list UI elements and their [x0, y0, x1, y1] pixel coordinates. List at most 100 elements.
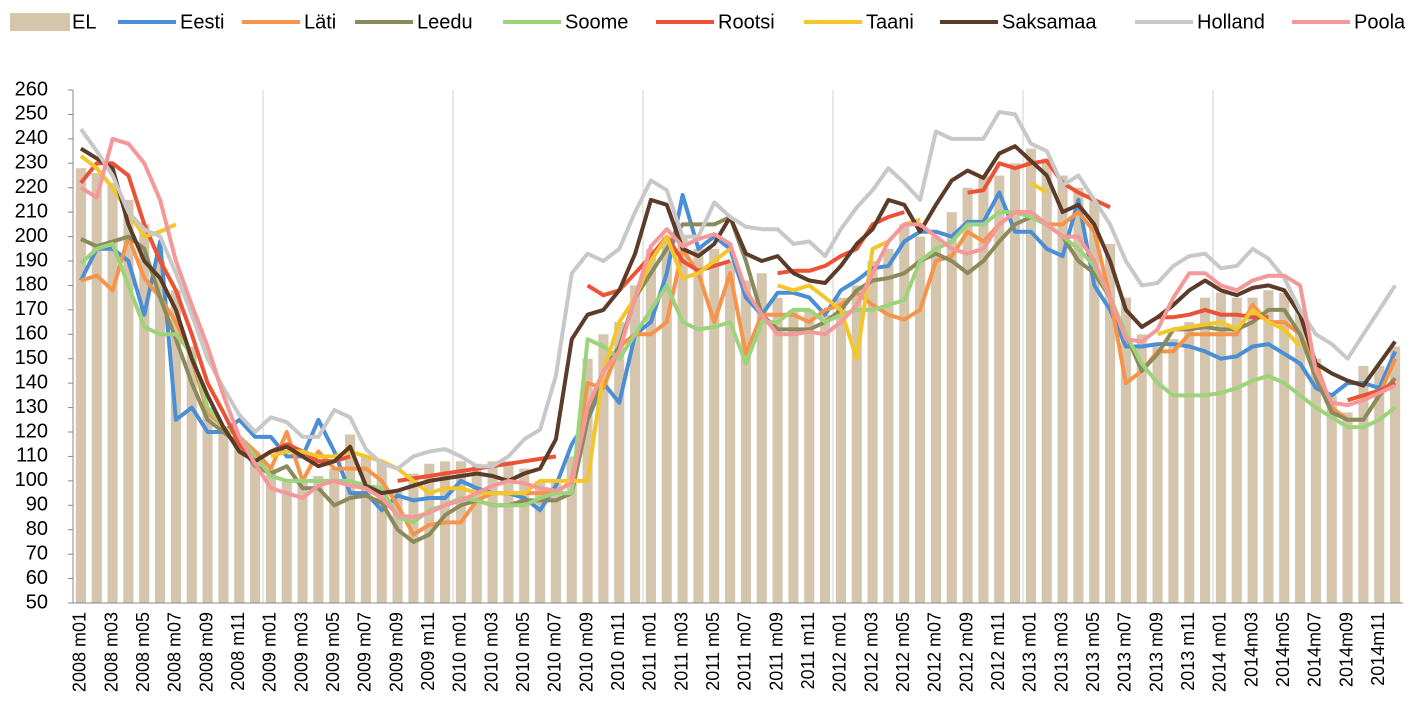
bar — [218, 432, 229, 603]
bar — [614, 322, 625, 603]
legend-item: EL — [10, 11, 96, 33]
bar — [756, 273, 767, 603]
x-tick-label: 2008 m05 — [133, 612, 153, 692]
x-tick-label: 2009 m05 — [323, 612, 343, 692]
bar — [598, 334, 609, 603]
y-tick-label: 260 — [15, 78, 48, 100]
legend-item: Holland — [1135, 11, 1265, 33]
x-tick-label: 2011 m03 — [671, 612, 691, 691]
x-tick-label: 2012 m07 — [925, 612, 945, 692]
y-tick-label: 180 — [15, 274, 48, 296]
x-tick-label: 2011 m01 — [640, 612, 660, 691]
bar — [202, 407, 213, 603]
bar — [455, 461, 466, 603]
x-tick-label: 2014m11 — [1368, 612, 1388, 686]
x-tick-label: 2008 m07 — [165, 612, 185, 692]
bar — [329, 468, 340, 603]
x-tick-label: 2008 m03 — [101, 612, 121, 692]
bar — [297, 480, 308, 603]
bar — [1136, 334, 1147, 603]
bar — [1358, 366, 1369, 603]
bar — [1184, 322, 1195, 603]
bar — [408, 473, 419, 603]
y-tick-label: 80 — [26, 518, 48, 540]
y-tick-label: 130 — [15, 396, 48, 418]
legend-label: EL — [72, 11, 96, 33]
bar — [155, 261, 166, 603]
legend-label: Eesti — [180, 11, 224, 33]
x-tick-label: 2014m03 — [1241, 612, 1261, 687]
line-series — [79, 110, 1397, 471]
bar — [170, 290, 181, 603]
bar — [804, 309, 815, 603]
y-tick-label: 160 — [15, 323, 48, 345]
bar — [1390, 346, 1401, 603]
x-tick-label: 2009 m11 — [418, 612, 438, 691]
bar — [360, 456, 371, 603]
legend-item: Soome — [503, 11, 628, 33]
x-tick-label: 2013 m11 — [1178, 612, 1198, 691]
y-tick-label: 190 — [15, 249, 48, 271]
x-tick-label: 2012 m09 — [956, 612, 976, 692]
bar — [930, 236, 941, 604]
bar — [1057, 175, 1068, 603]
x-tick-label: 2013 m05 — [1083, 612, 1103, 692]
legend-swatch — [10, 13, 70, 31]
bar — [313, 475, 324, 603]
bar — [281, 480, 292, 603]
legend-item: Leedu — [355, 11, 473, 33]
bar — [835, 297, 846, 603]
bar — [1231, 297, 1242, 603]
bar — [265, 468, 276, 603]
y-tick-label: 50 — [26, 591, 48, 613]
bar — [392, 490, 403, 603]
bar — [91, 173, 102, 604]
x-tick-label: 2011 m07 — [735, 612, 755, 691]
y-tick-label: 240 — [15, 127, 48, 149]
bar — [978, 175, 989, 603]
x-tick-label: 2010 m11 — [608, 612, 628, 691]
bar — [1342, 412, 1353, 603]
bar — [550, 480, 561, 603]
x-tick-label: 2011 m11 — [798, 612, 818, 689]
legend-item: Saksamaa — [940, 11, 1097, 33]
bar — [1310, 358, 1321, 603]
bar — [1168, 339, 1179, 603]
x-tick-label: 2012 m01 — [830, 612, 850, 692]
legend-item: Läti — [242, 11, 336, 33]
y-tick-label: 60 — [26, 567, 48, 589]
x-tick-label: 2013 m07 — [1115, 612, 1135, 692]
x-tick-label: 2010 m07 — [545, 612, 565, 692]
bar — [1089, 199, 1100, 603]
bar — [883, 248, 894, 604]
bar — [645, 248, 656, 604]
legend-label: Saksamaa — [1002, 11, 1097, 33]
y-tick-label: 110 — [16, 445, 48, 467]
bar — [740, 280, 751, 603]
bar — [788, 309, 799, 603]
bar — [487, 461, 498, 603]
legend-label: Soome — [565, 11, 628, 33]
x-tick-label: 2009 m09 — [386, 612, 406, 692]
bar — [345, 434, 356, 603]
x-tick-label: 2010 m05 — [513, 612, 533, 692]
line-series — [80, 210, 1397, 537]
legend-label: Taani — [866, 11, 914, 33]
x-tick-label: 2009 m01 — [260, 612, 280, 692]
y-tick-label: 150 — [15, 347, 48, 369]
bar — [709, 248, 720, 604]
y-tick-label: 70 — [26, 542, 48, 564]
bar — [440, 461, 451, 603]
legend-label: Holland — [1197, 11, 1265, 33]
bar — [899, 224, 910, 603]
bar — [661, 236, 672, 604]
bar — [1295, 309, 1306, 603]
y-tick-label: 200 — [15, 225, 48, 247]
legend-label: Leedu — [417, 11, 473, 33]
bar — [1279, 292, 1290, 603]
bar — [250, 451, 261, 603]
bar — [1041, 158, 1052, 603]
bar — [107, 182, 118, 604]
legend-label: Läti — [304, 11, 336, 33]
bar — [946, 212, 957, 603]
